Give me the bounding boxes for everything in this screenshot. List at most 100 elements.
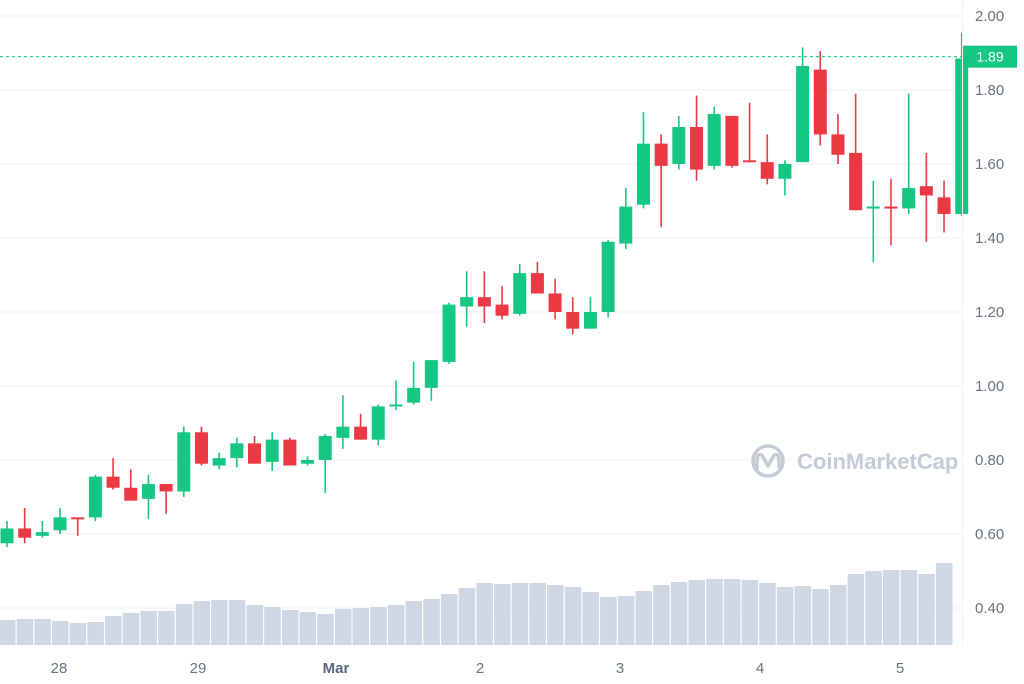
candle[interactable] bbox=[778, 160, 792, 196]
candle[interactable] bbox=[937, 180, 951, 233]
coinmarketcap-watermark: CoinMarketCap bbox=[751, 444, 958, 478]
volume-bar bbox=[706, 579, 723, 645]
candle[interactable] bbox=[354, 413, 368, 440]
volume-bar bbox=[670, 582, 688, 645]
candle[interactable] bbox=[831, 114, 845, 164]
candle[interactable] bbox=[18, 508, 32, 544]
volume-bar bbox=[458, 588, 476, 645]
candle[interactable] bbox=[707, 106, 721, 170]
x-tick-label: 29 bbox=[190, 660, 207, 677]
candle[interactable] bbox=[636, 112, 650, 209]
candle[interactable] bbox=[743, 102, 757, 163]
candle[interactable] bbox=[690, 95, 704, 181]
volume-bar bbox=[794, 586, 812, 645]
volume-bar bbox=[918, 574, 935, 645]
volume-bar bbox=[69, 623, 87, 645]
x-axis: 28 29 Mar 2 3 4 5 bbox=[51, 660, 905, 677]
candle[interactable] bbox=[407, 361, 421, 405]
volume-bar bbox=[900, 570, 918, 645]
candle[interactable] bbox=[35, 521, 49, 538]
volume-bar bbox=[228, 600, 246, 645]
volume-bar bbox=[511, 583, 529, 645]
candle[interactable] bbox=[548, 278, 562, 320]
volume-bars bbox=[0, 563, 953, 645]
volume-bar bbox=[812, 589, 829, 645]
candle[interactable] bbox=[513, 263, 527, 316]
candle[interactable] bbox=[654, 134, 668, 227]
candle[interactable] bbox=[124, 469, 138, 501]
candle[interactable] bbox=[583, 297, 597, 329]
volume-bar bbox=[211, 600, 228, 645]
candle[interactable] bbox=[141, 474, 155, 520]
volume-bar bbox=[564, 587, 582, 645]
candle[interactable] bbox=[460, 271, 474, 327]
volume-bar bbox=[883, 570, 900, 645]
x-tick-label: Mar bbox=[323, 660, 350, 677]
candle[interactable] bbox=[283, 437, 297, 466]
candle[interactable] bbox=[371, 404, 385, 446]
candle[interactable] bbox=[230, 437, 244, 468]
candlesticks bbox=[0, 32, 969, 547]
volume-bar bbox=[0, 620, 16, 645]
candle[interactable] bbox=[796, 47, 810, 163]
candle[interactable] bbox=[760, 134, 774, 185]
candle[interactable] bbox=[442, 302, 456, 364]
candle[interactable] bbox=[106, 458, 120, 490]
candle[interactable] bbox=[301, 456, 315, 466]
volume-bar bbox=[387, 605, 405, 645]
volume-bar bbox=[264, 607, 281, 645]
candle[interactable] bbox=[248, 435, 262, 464]
candle[interactable] bbox=[0, 521, 14, 547]
volume-bar bbox=[334, 609, 352, 645]
volume-bar bbox=[105, 616, 122, 645]
candle[interactable] bbox=[53, 508, 67, 534]
y-tick-label: 1.40 bbox=[975, 230, 1004, 247]
candle[interactable] bbox=[530, 262, 544, 294]
x-tick-label: 2 bbox=[476, 660, 484, 677]
y-axis: 2.00 1.80 1.60 1.40 1.20 1.00 0.80 0.60 0.40 bbox=[975, 8, 1004, 617]
volume-bar bbox=[34, 619, 51, 645]
candle[interactable] bbox=[813, 51, 827, 146]
candle[interactable] bbox=[725, 115, 739, 168]
coinmarketcap-logo-icon bbox=[751, 444, 785, 478]
volume-bar bbox=[352, 608, 370, 645]
y-tick-label: 0.60 bbox=[975, 526, 1004, 543]
candle[interactable] bbox=[619, 188, 633, 250]
candle[interactable] bbox=[336, 395, 350, 449]
last-price-label: 1.89 bbox=[976, 49, 1003, 65]
candle[interactable] bbox=[265, 432, 279, 472]
candle[interactable] bbox=[424, 360, 438, 401]
candle[interactable] bbox=[71, 517, 85, 536]
volume-bar bbox=[441, 594, 458, 645]
volume-bar bbox=[16, 619, 34, 645]
candle[interactable] bbox=[919, 152, 933, 242]
candle[interactable] bbox=[88, 474, 102, 522]
candle[interactable] bbox=[477, 271, 491, 324]
candle[interactable] bbox=[159, 484, 173, 514]
candle[interactable] bbox=[212, 452, 226, 470]
volume-bar bbox=[529, 583, 546, 645]
candle[interactable] bbox=[884, 178, 898, 246]
candle[interactable] bbox=[672, 115, 686, 170]
volume-bar bbox=[281, 610, 299, 645]
volume-bar bbox=[52, 621, 69, 645]
candle[interactable] bbox=[601, 239, 615, 318]
y-tick-label: 1.80 bbox=[975, 82, 1004, 99]
volume-bar bbox=[423, 599, 440, 645]
candle[interactable] bbox=[566, 297, 580, 335]
candle[interactable] bbox=[866, 180, 880, 263]
x-tick-label: 3 bbox=[616, 660, 624, 677]
candle[interactable] bbox=[902, 93, 916, 214]
volume-bar bbox=[759, 583, 776, 645]
candle[interactable] bbox=[194, 426, 208, 466]
candle[interactable] bbox=[389, 380, 403, 411]
candle[interactable] bbox=[955, 32, 969, 216]
candle[interactable] bbox=[495, 286, 509, 320]
y-tick-label: 0.40 bbox=[975, 600, 1004, 617]
candle[interactable] bbox=[849, 93, 863, 211]
candle[interactable] bbox=[318, 434, 332, 494]
volume-bar bbox=[140, 611, 157, 645]
candle[interactable] bbox=[177, 426, 191, 497]
watermark-text: CoinMarketCap bbox=[797, 449, 958, 474]
